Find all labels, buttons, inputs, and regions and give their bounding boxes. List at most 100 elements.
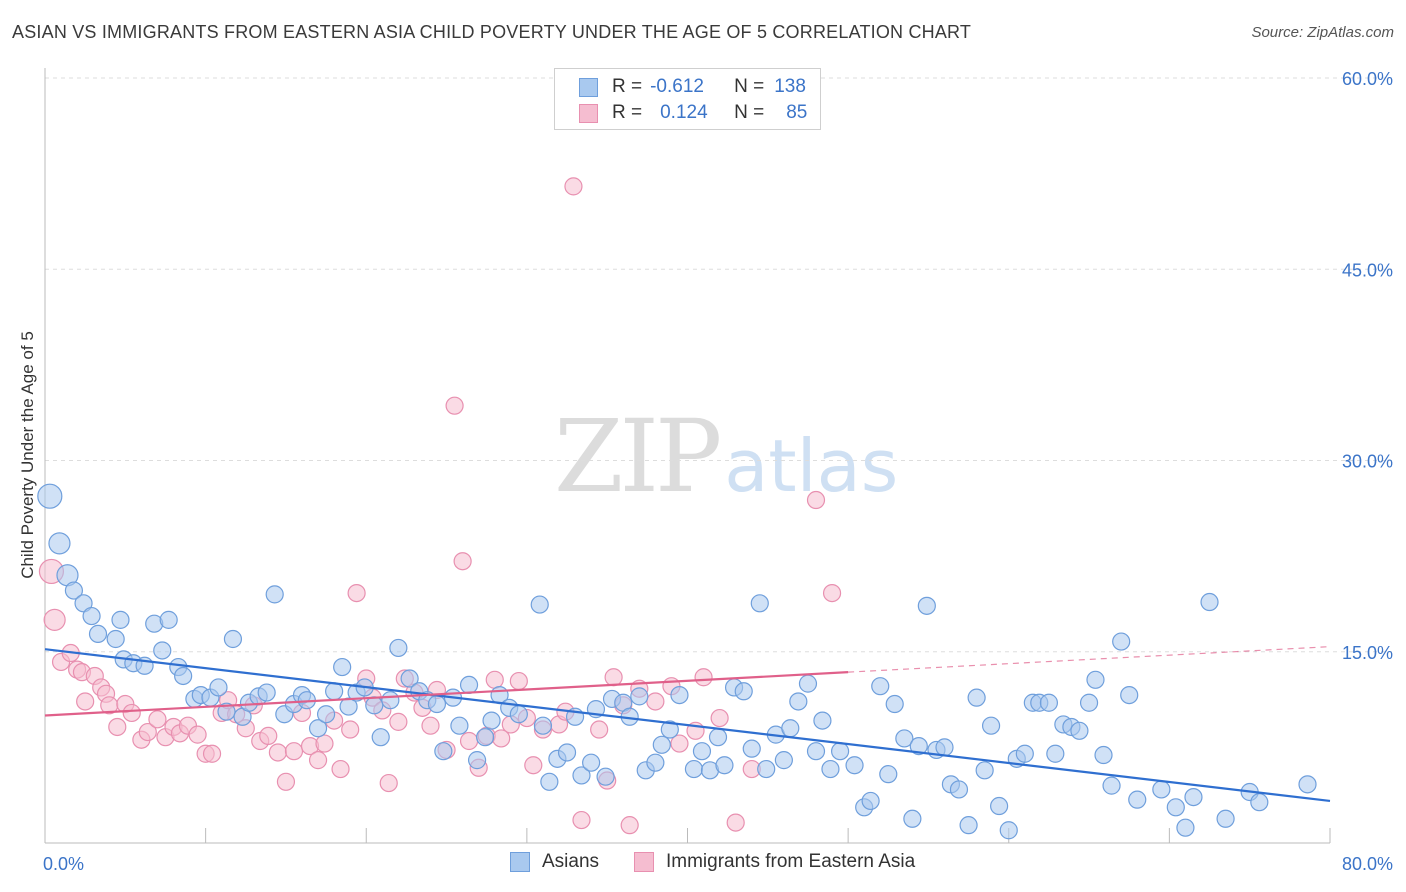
- asians-point: [209, 678, 228, 697]
- asians-point: [821, 759, 840, 779]
- asians-point: [557, 743, 577, 762]
- asians-point: [903, 809, 922, 828]
- asians-point: [1120, 685, 1139, 705]
- asians-point: [316, 705, 336, 724]
- immigrants-point: [315, 734, 334, 753]
- asians-point: [652, 735, 671, 754]
- immigrants-point: [284, 742, 304, 761]
- asians-point: [789, 692, 808, 711]
- x-tick-label: 0.0%: [43, 854, 84, 874]
- immigrants-point: [148, 710, 167, 729]
- immigrants-point: [806, 490, 826, 510]
- n-value: 138: [774, 76, 806, 97]
- immigrants-point: [202, 744, 222, 763]
- asians-point: [813, 711, 832, 730]
- legend-label-immigrants: Immigrants from Eastern Asia: [666, 851, 916, 872]
- asians-point: [1015, 744, 1034, 763]
- immigrants-point: [572, 810, 591, 830]
- asians-point: [371, 728, 390, 747]
- asians-point: [692, 742, 712, 761]
- asians-point: [1086, 670, 1105, 689]
- immigrants-point: [122, 703, 141, 723]
- asians-point: [909, 736, 928, 756]
- immigrants-point: [694, 668, 713, 687]
- asians-point: [476, 728, 495, 747]
- immigrants-point: [379, 773, 398, 793]
- immigrants-point: [276, 772, 296, 791]
- asians-point: [757, 759, 776, 779]
- asians-point: [935, 738, 954, 757]
- asians-point: [999, 821, 1018, 840]
- asians-legend-swatch: [510, 852, 530, 872]
- immigrants-point: [509, 671, 528, 691]
- asians-point: [949, 780, 969, 799]
- x-tick-label: 80.0%: [1342, 854, 1393, 874]
- asians-point: [781, 719, 800, 738]
- immigrants-point: [620, 816, 639, 835]
- asians-point: [630, 687, 649, 706]
- chart-title: ASIAN VS IMMIGRANTS FROM EASTERN ASIA CH…: [12, 22, 972, 42]
- immigrants-point: [590, 720, 609, 739]
- immigrants-point: [108, 717, 127, 737]
- asians-point: [540, 772, 559, 791]
- asians-point: [533, 716, 553, 735]
- asians-swatch: [579, 77, 598, 97]
- asians-point: [708, 728, 728, 747]
- asians-point: [1166, 798, 1185, 817]
- immigrants-trend-line: [44, 671, 849, 717]
- asians-point: [365, 696, 384, 715]
- asians-trend-line: [44, 648, 1331, 803]
- asians-point: [596, 767, 615, 786]
- series-legend: Asians Immigrants from Eastern Asia: [0, 851, 1406, 879]
- asians-point: [990, 796, 1009, 816]
- asians-point: [845, 756, 864, 775]
- asians-point: [750, 594, 769, 613]
- asians-point: [64, 581, 84, 600]
- asians-point: [257, 683, 276, 702]
- r-label: R =: [612, 102, 643, 123]
- asians-point: [871, 677, 890, 696]
- asians-point: [670, 685, 689, 705]
- asians-point: [174, 666, 193, 686]
- asians-point: [389, 638, 408, 658]
- y-axis-label: Child Poverty Under the Age of 5: [18, 331, 37, 579]
- legend-row-asians: R = -0.612 N = 138: [579, 74, 806, 100]
- asians-point: [265, 585, 284, 604]
- asians-point: [159, 610, 178, 629]
- asians-point: [1216, 809, 1235, 828]
- legend-label-asians: Asians: [542, 851, 600, 872]
- immigrants-point: [485, 670, 504, 689]
- asians-point: [400, 669, 419, 688]
- immigrants-trend-extension: [848, 646, 1331, 673]
- asians-point: [1112, 632, 1131, 651]
- y-tick-label: 30.0%: [1342, 452, 1393, 472]
- asians-point: [1039, 693, 1059, 712]
- asians-point: [381, 691, 400, 710]
- asians-point: [88, 624, 108, 644]
- asians-point: [684, 759, 704, 779]
- immigrants-point: [453, 552, 472, 571]
- r-value: 0.124: [660, 102, 708, 123]
- asians-point: [467, 751, 487, 770]
- immigrants-point: [524, 756, 543, 775]
- asians-point: [427, 694, 447, 714]
- immigrants-point: [604, 668, 623, 687]
- r-value: -0.612: [650, 76, 704, 97]
- immigrants-point: [670, 734, 689, 753]
- immigrants-point: [822, 583, 842, 603]
- immigrants-point: [259, 726, 278, 746]
- immigrants-point: [138, 722, 157, 742]
- asians-point: [509, 705, 528, 724]
- asians-point: [48, 532, 71, 555]
- asians-point: [482, 711, 501, 730]
- asians-point: [1200, 592, 1219, 612]
- asians-point: [572, 766, 591, 785]
- asians-point: [333, 657, 352, 677]
- immigrants-point: [459, 731, 479, 751]
- correlation-legend: R = -0.612 N = 138 R = 0.124 N = 85: [554, 68, 821, 130]
- asians-point: [106, 629, 125, 649]
- immigrants-point: [308, 751, 328, 770]
- asians-point: [798, 674, 818, 693]
- asians-point: [530, 595, 549, 614]
